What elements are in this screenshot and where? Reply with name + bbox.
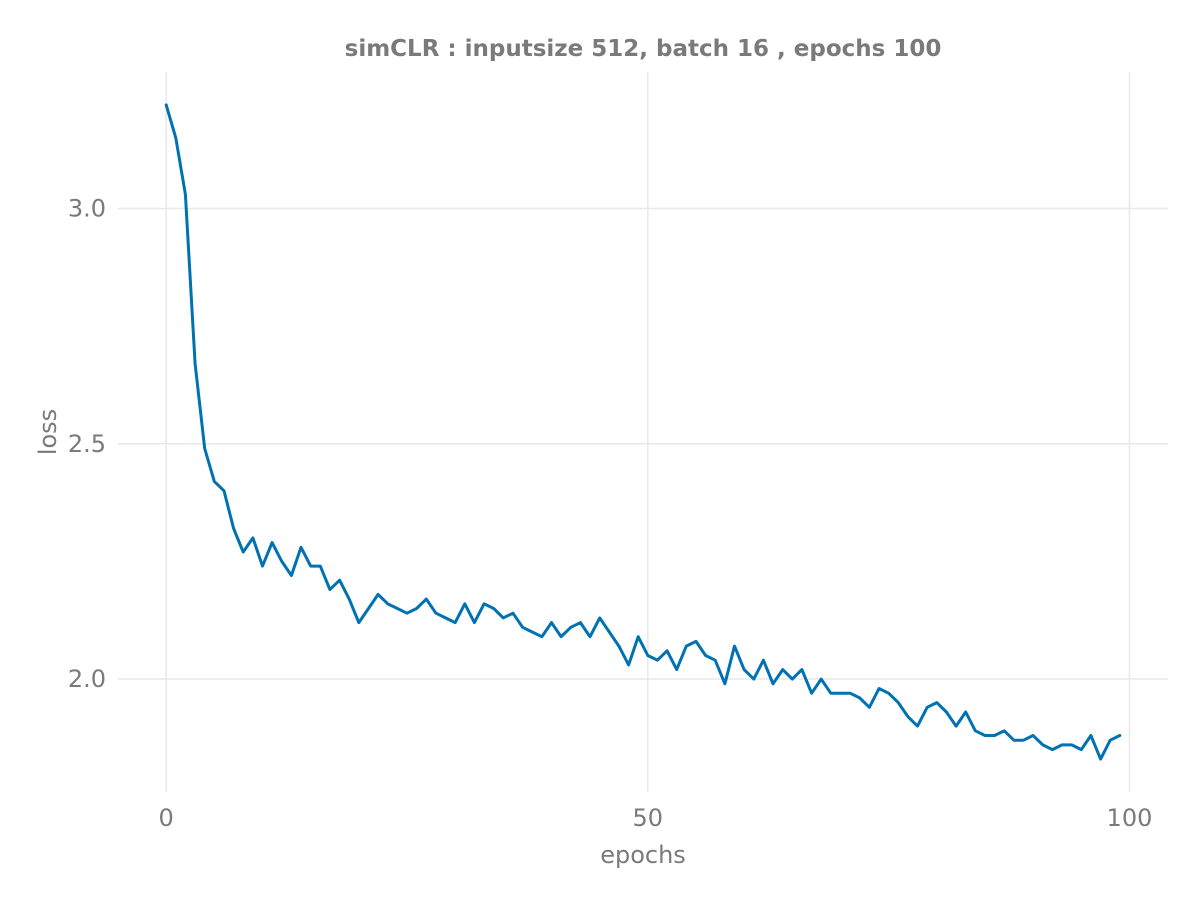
x-tick-label: 100 <box>1107 804 1153 832</box>
y-axis-label: loss <box>34 409 62 455</box>
y-tick-label: 2.0 <box>68 665 106 693</box>
series-line <box>164 103 1122 761</box>
series-layer <box>164 103 1122 761</box>
y-tick-labels: 2.0 2.5 3.0 <box>68 194 106 693</box>
y-tick-label: 3.0 <box>68 194 106 222</box>
chart-title: simCLR : inputsize 512, batch 16 , epoch… <box>345 36 942 62</box>
x-gridlines <box>165 72 1131 792</box>
x-tick-labels: 0 50 100 <box>159 804 1153 832</box>
x-axis-label: epochs <box>600 841 686 869</box>
x-tick-label: 0 <box>159 804 174 832</box>
x-tick-label: 50 <box>633 804 664 832</box>
y-tick-label: 2.5 <box>68 430 106 458</box>
y-gridlines <box>118 207 1168 680</box>
